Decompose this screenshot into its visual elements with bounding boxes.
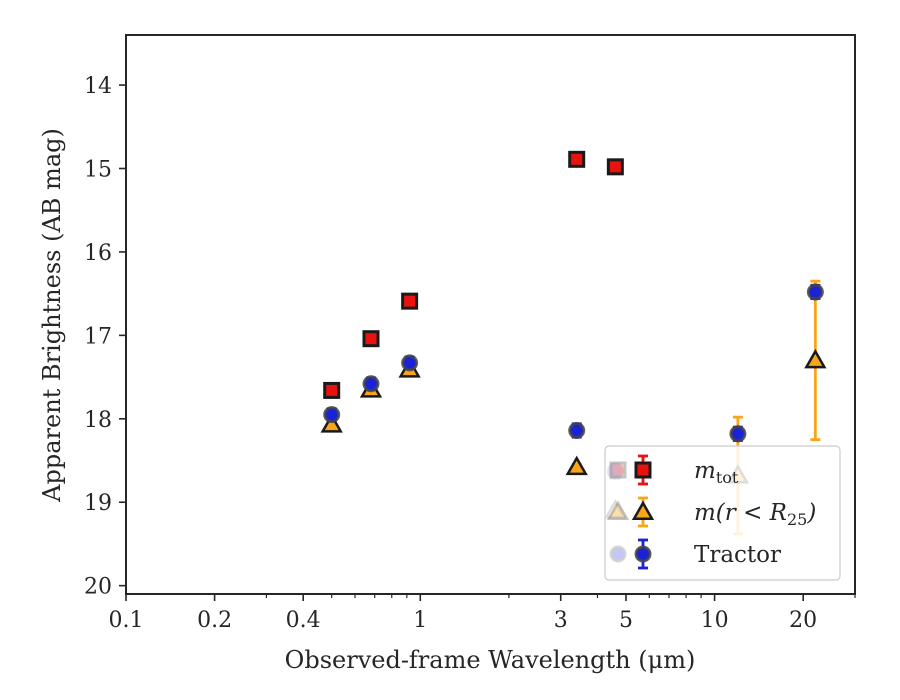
data-point	[806, 283, 824, 301]
triangle-marker	[631, 500, 655, 520]
circle-marker	[401, 354, 419, 372]
x-tick-label: 0.4	[286, 608, 321, 633]
triangle-marker	[804, 348, 827, 369]
legend-box	[604, 445, 841, 581]
square-marker	[606, 158, 624, 176]
square-marker	[568, 150, 586, 168]
x-tick-label: 0.2	[197, 608, 232, 633]
data-point	[568, 421, 586, 439]
square-marker	[362, 330, 380, 348]
plot-frame	[125, 34, 856, 595]
data-point	[401, 292, 419, 310]
x-tick-label: 0.1	[109, 608, 144, 633]
circle-marker	[323, 406, 341, 424]
circle-marker	[729, 425, 747, 443]
circle-marker	[634, 545, 652, 563]
y-tick-label: 17	[84, 324, 112, 349]
data-point	[565, 455, 588, 476]
triangle-marker	[606, 500, 630, 520]
legend-marker-faded	[606, 500, 630, 520]
y-tick-label: 15	[84, 157, 112, 182]
x-axis: 0.1 0.2 0.4 1 3 5 10 20	[109, 594, 856, 633]
legend-label: Tractor	[694, 542, 781, 568]
x-tick-label: 10	[701, 608, 729, 633]
data-point	[729, 425, 747, 443]
triangle-marker	[320, 413, 343, 433]
square-marker	[323, 381, 341, 399]
data-point	[320, 413, 343, 433]
legend-marker	[631, 500, 655, 520]
x-tick-label: 5	[619, 608, 633, 633]
data-point	[362, 375, 380, 393]
square-marker	[609, 461, 627, 479]
square-marker	[401, 292, 419, 310]
data-point	[401, 354, 419, 372]
circle-marker	[806, 283, 824, 301]
legend-label: mtot	[694, 458, 739, 487]
y-tick-label: 14	[84, 74, 112, 99]
circle-marker	[362, 375, 380, 393]
data-point	[568, 150, 586, 168]
y-tick-label: 20	[84, 575, 112, 600]
data-point	[323, 381, 341, 399]
legend-label: m(r < R25)	[694, 500, 816, 529]
legend-marker-faded	[609, 461, 627, 479]
data-point	[804, 348, 827, 369]
data-point	[606, 158, 624, 176]
y-tick-label: 19	[84, 491, 112, 516]
x-tick-label: 20	[789, 608, 817, 633]
y-tick-label: 18	[84, 408, 112, 433]
data-point	[323, 406, 341, 424]
legend: mtot m(r < R25) Tractor	[604, 445, 841, 581]
circle-marker	[568, 421, 586, 439]
data-point	[362, 330, 380, 348]
y-tick-label: 16	[84, 241, 112, 266]
series-0	[323, 150, 624, 399]
legend-marker	[634, 461, 652, 479]
legend-marker-faded	[609, 545, 627, 563]
y-axis-label: Apparent Brightness (AB mag)	[38, 128, 66, 503]
triangle-marker	[565, 455, 588, 476]
x-tick-label: 1	[413, 608, 427, 633]
square-marker	[634, 461, 652, 479]
x-tick-label: 3	[554, 608, 568, 633]
circle-marker	[609, 545, 627, 563]
legend-marker	[634, 545, 652, 563]
x-axis-label: Observed-frame Wavelength (μm)	[285, 646, 696, 674]
y-axis: 14 15 16 17 18 19 20	[84, 74, 126, 600]
